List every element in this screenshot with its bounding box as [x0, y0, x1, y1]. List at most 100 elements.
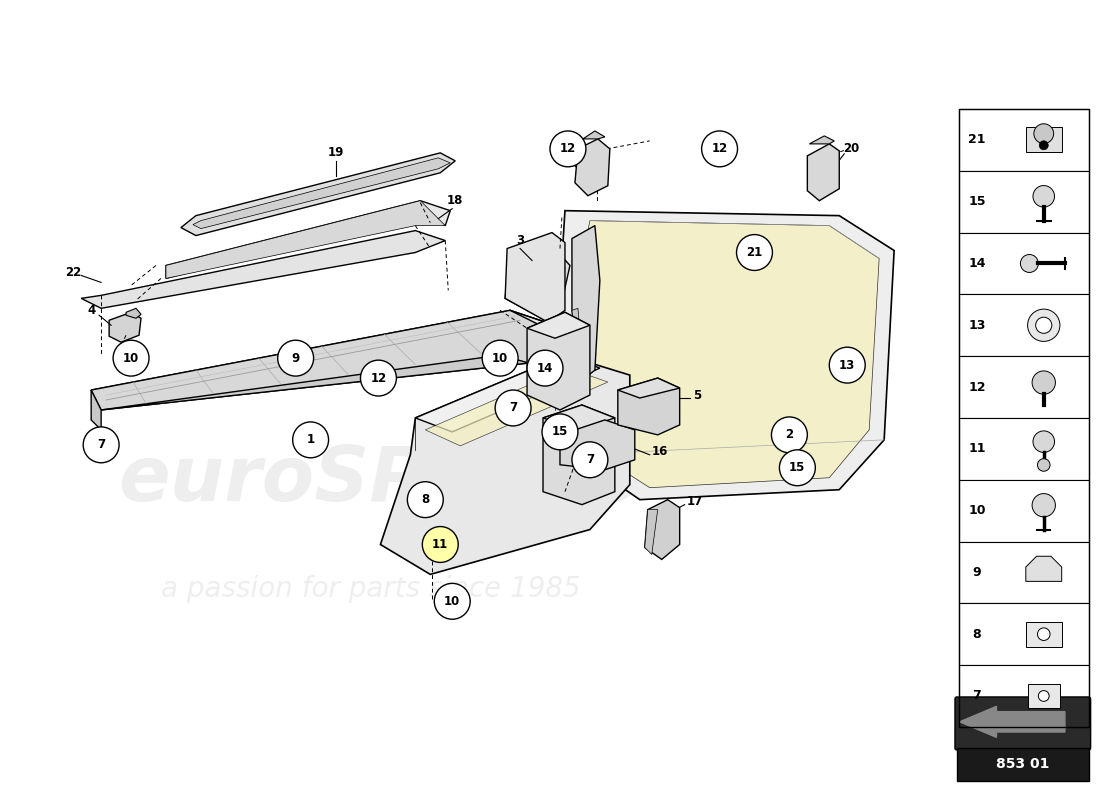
Bar — [1026, 622, 1061, 646]
Circle shape — [113, 340, 148, 376]
Polygon shape — [572, 308, 584, 382]
Bar — [959, 170, 1089, 233]
FancyBboxPatch shape — [955, 697, 1090, 750]
Text: 1985: 1985 — [672, 314, 827, 367]
Circle shape — [1032, 371, 1055, 394]
Text: 3: 3 — [516, 234, 524, 247]
Text: 8: 8 — [972, 628, 981, 641]
Text: 12: 12 — [968, 381, 986, 394]
Polygon shape — [807, 144, 839, 201]
Circle shape — [293, 422, 329, 458]
Polygon shape — [426, 368, 608, 446]
Text: 10: 10 — [968, 504, 986, 517]
Circle shape — [542, 414, 578, 450]
Circle shape — [1037, 628, 1050, 641]
Text: 6: 6 — [558, 146, 566, 159]
Text: 13: 13 — [968, 318, 986, 332]
Polygon shape — [560, 420, 635, 470]
Polygon shape — [91, 310, 570, 410]
Polygon shape — [645, 510, 658, 554]
Circle shape — [434, 583, 470, 619]
Bar — [959, 418, 1089, 480]
Text: 7: 7 — [97, 438, 106, 451]
Polygon shape — [416, 355, 600, 432]
Text: 4: 4 — [87, 304, 96, 317]
Text: 12: 12 — [371, 371, 386, 385]
Text: 9: 9 — [292, 352, 300, 365]
FancyArrow shape — [959, 706, 1065, 738]
Text: 15: 15 — [789, 462, 805, 474]
Circle shape — [495, 390, 531, 426]
Text: euroSPARES: euroSPARES — [118, 442, 644, 517]
Polygon shape — [508, 253, 565, 315]
Circle shape — [1040, 141, 1048, 150]
Circle shape — [527, 350, 563, 386]
Text: 15: 15 — [968, 195, 986, 208]
Text: 9: 9 — [972, 566, 981, 579]
Polygon shape — [126, 308, 141, 318]
Text: 18: 18 — [447, 194, 463, 207]
Circle shape — [1038, 690, 1049, 702]
Polygon shape — [543, 405, 615, 430]
Bar — [959, 233, 1089, 294]
Text: 7: 7 — [586, 454, 594, 466]
Bar — [959, 665, 1089, 727]
Text: 12: 12 — [560, 142, 576, 155]
Text: 8: 8 — [421, 493, 429, 506]
Text: 7: 7 — [509, 402, 517, 414]
Text: 13: 13 — [839, 358, 856, 372]
Text: 21: 21 — [968, 134, 986, 146]
Text: 10: 10 — [123, 352, 140, 365]
Polygon shape — [583, 131, 605, 139]
Polygon shape — [91, 390, 101, 430]
Text: 14: 14 — [968, 257, 986, 270]
Circle shape — [780, 450, 815, 486]
Text: 15: 15 — [552, 426, 569, 438]
Text: 10: 10 — [444, 594, 461, 608]
Polygon shape — [166, 201, 446, 278]
Text: 11: 11 — [968, 442, 986, 455]
Circle shape — [84, 427, 119, 462]
Polygon shape — [572, 226, 600, 382]
Polygon shape — [560, 210, 894, 500]
Bar — [957, 748, 1089, 781]
Bar — [1027, 684, 1060, 708]
Polygon shape — [81, 230, 446, 308]
Text: 2: 2 — [785, 428, 793, 442]
Polygon shape — [91, 310, 570, 410]
Circle shape — [1033, 186, 1055, 207]
Bar — [959, 294, 1089, 356]
Circle shape — [829, 347, 866, 383]
Bar — [959, 542, 1089, 603]
Circle shape — [361, 360, 396, 396]
Polygon shape — [192, 158, 450, 229]
Circle shape — [572, 442, 608, 478]
Polygon shape — [527, 312, 590, 338]
Circle shape — [1034, 124, 1054, 143]
Text: 7: 7 — [972, 690, 981, 702]
Polygon shape — [618, 378, 680, 435]
Text: 20: 20 — [843, 142, 859, 155]
Polygon shape — [166, 201, 450, 278]
Text: 21: 21 — [747, 246, 762, 259]
Text: 17: 17 — [686, 495, 703, 508]
Polygon shape — [381, 355, 630, 574]
Bar — [959, 356, 1089, 418]
Circle shape — [1036, 317, 1052, 334]
Circle shape — [407, 482, 443, 518]
Circle shape — [1021, 254, 1038, 273]
Polygon shape — [180, 153, 455, 235]
Circle shape — [1037, 458, 1050, 471]
Circle shape — [277, 340, 313, 376]
Text: a passion for parts since 1985: a passion for parts since 1985 — [161, 575, 581, 603]
Circle shape — [550, 131, 586, 167]
Polygon shape — [1026, 556, 1061, 582]
Text: 853 01: 853 01 — [997, 758, 1049, 771]
Polygon shape — [575, 139, 609, 196]
Bar — [959, 109, 1089, 170]
Polygon shape — [109, 312, 141, 342]
Bar — [1026, 127, 1061, 153]
Polygon shape — [618, 378, 680, 398]
Polygon shape — [527, 312, 590, 410]
Circle shape — [702, 131, 737, 167]
